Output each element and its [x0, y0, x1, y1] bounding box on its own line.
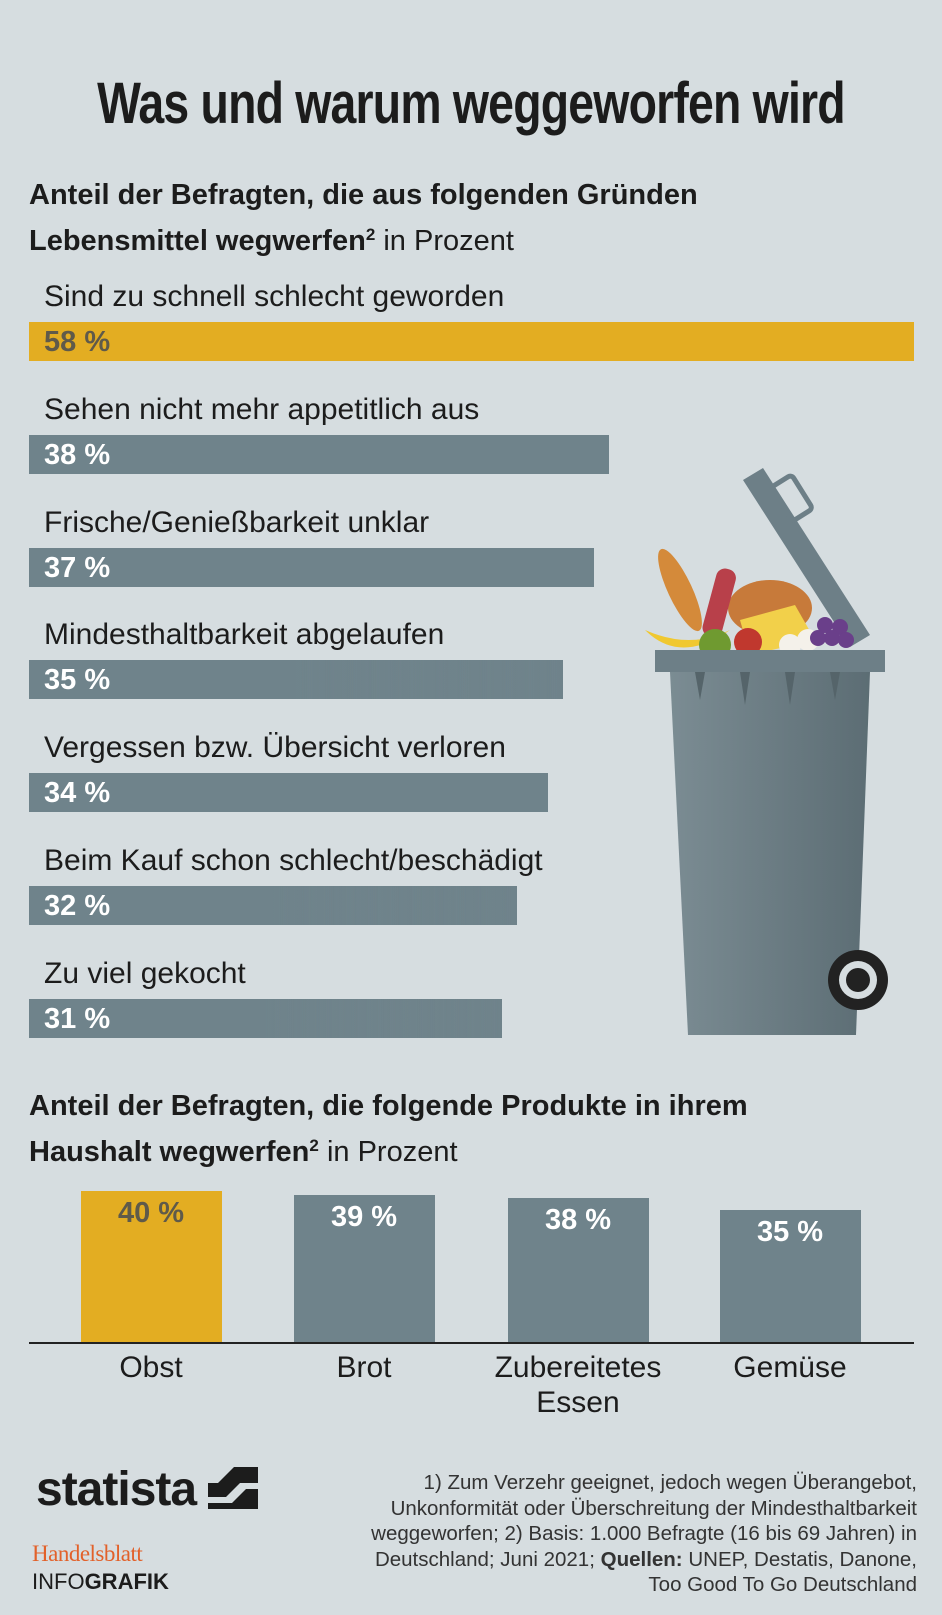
value-label: 32 % — [44, 890, 111, 922]
category-label: Sind zu schnell schlecht geworden — [44, 280, 505, 313]
value-label: 31 % — [44, 1002, 111, 1035]
value-label: 35 % — [756, 1215, 824, 1248]
category-label: Beim Kauf schon schlecht/beschädigt — [44, 844, 543, 877]
infografik: INFOGRAFIK — [32, 1569, 169, 1595]
bar — [719, 1209, 861, 1342]
page-title: Was und warum weggeworfen wird — [97, 71, 846, 136]
logo-text: statista — [36, 1463, 197, 1516]
bar — [29, 886, 518, 925]
statista-logo: statista — [36, 1462, 259, 1517]
bar — [507, 1198, 649, 1342]
bar — [293, 1194, 435, 1342]
value-label: 39 % — [330, 1200, 398, 1233]
infografik-light: INFO — [32, 1569, 85, 1594]
bar — [80, 1190, 222, 1342]
chart-subtitle: Anteil der Befragten, die folgende Produ… — [29, 1086, 829, 1172]
baseline — [29, 1342, 914, 1344]
footnote-mark: 2 — [309, 1136, 319, 1155]
publisher: Handelsblatt — [32, 1541, 143, 1566]
category-label: Obst — [119, 1351, 183, 1384]
category-label: Mindesthaltbarkeit abgelaufen — [44, 618, 445, 652]
bar — [29, 547, 594, 587]
category-label: Zubereitetes Essen — [494, 1351, 662, 1419]
category-label: Zu viel gekocht — [44, 956, 246, 990]
bar — [29, 660, 564, 700]
value-label: 58 % — [44, 326, 111, 358]
subtitle-text: Anteil der Befragten, die folgende Produ… — [29, 1090, 748, 1168]
chart-subtitle: Anteil der Befragten, die aus folgenden … — [29, 175, 829, 261]
sources: UNEP, Destatis, Danone, Too Good To Go D… — [648, 1547, 917, 1597]
bar — [29, 434, 609, 474]
infografik-bold: GRAFIK — [84, 1569, 169, 1594]
footnote: 1) Zum Verzehr geeignet, jedoch wegen Üb… — [357, 1470, 917, 1598]
bar — [29, 998, 503, 1038]
value-label: 37 % — [44, 551, 111, 584]
bar — [29, 322, 914, 361]
category-label: Sehen nicht mehr appetitlich aus — [44, 392, 480, 426]
value-label: 35 % — [44, 664, 111, 697]
category-label: Vergessen bzw. Übersicht verloren — [44, 731, 506, 765]
unit: in Prozent — [326, 1136, 458, 1168]
value-label: 34 % — [44, 777, 111, 810]
category-label: Gemüse — [733, 1351, 847, 1384]
bar — [29, 773, 548, 813]
subtitle-text: Anteil der Befragten, die aus folgenden … — [29, 179, 698, 257]
bin-illustration — [645, 468, 888, 1035]
logo-icon — [208, 1467, 259, 1509]
value-label: 38 % — [544, 1204, 612, 1237]
value-label: 40 % — [117, 1196, 185, 1229]
category-label: Frische/Genießbarkeit unklar — [44, 505, 430, 539]
category-label: Brot — [336, 1351, 392, 1384]
footnote-mark: 2 — [365, 225, 376, 244]
value-label: 38 % — [44, 438, 111, 471]
note-text: 1) Zum Verzehr geeignet, jedoch wegen Üb… — [371, 1471, 917, 1571]
sources-label: Quellen: — [600, 1547, 683, 1571]
unit: in Prozent — [383, 225, 514, 257]
